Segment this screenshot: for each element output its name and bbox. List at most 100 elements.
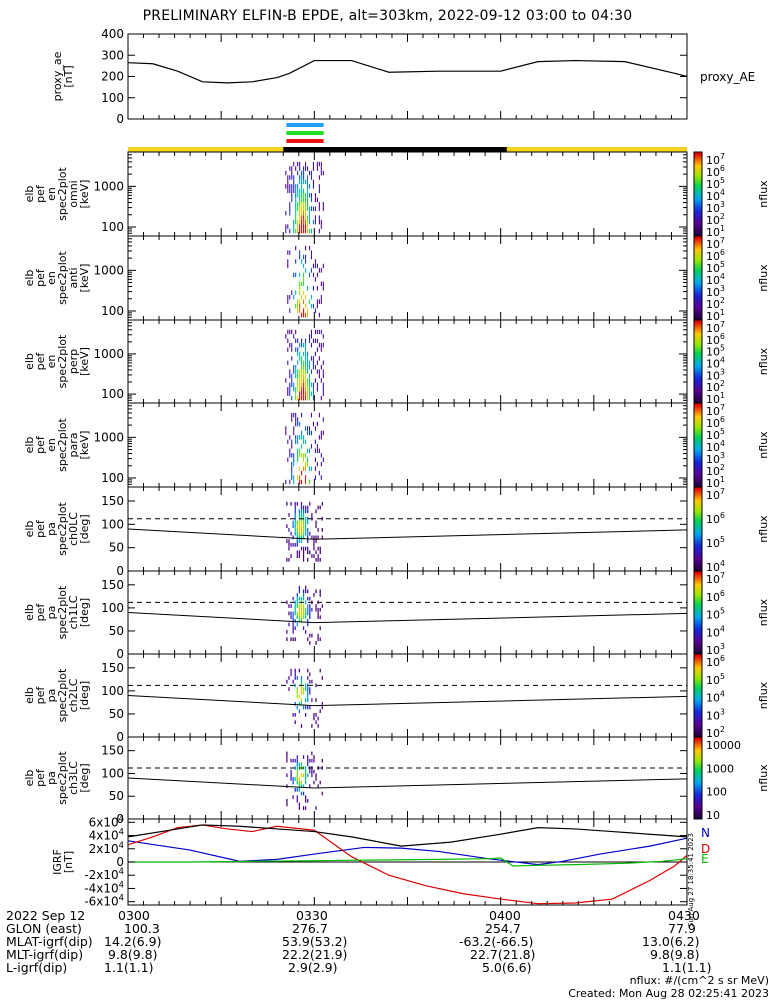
colorbar-segment bbox=[694, 814, 702, 818]
pitch-angle-pixel bbox=[294, 777, 296, 781]
pitch-angle-pixel bbox=[319, 668, 321, 673]
spectrogram-pixel bbox=[287, 263, 289, 269]
spectrogram-pixel bbox=[289, 479, 291, 485]
pitch-angle-pixel bbox=[307, 505, 309, 510]
spectrogram-pixel bbox=[293, 188, 295, 194]
pitch-angle-pixel bbox=[305, 795, 307, 799]
pitch-angle-pixel bbox=[315, 604, 317, 608]
colorbar-segment bbox=[694, 328, 702, 331]
pitch-angle-pixel bbox=[294, 766, 296, 770]
colorbar-segment bbox=[694, 633, 702, 636]
spectrogram-pixel bbox=[299, 448, 301, 454]
spectrogram-pixel bbox=[312, 272, 314, 278]
colorbar-segment bbox=[694, 311, 702, 315]
spectrogram-pixel bbox=[305, 439, 307, 445]
superscript: 4 bbox=[720, 356, 725, 365]
y-tick-label: 150 bbox=[101, 744, 124, 758]
spectrogram-pixel bbox=[312, 303, 314, 309]
y-tick-label: -4x104 bbox=[84, 879, 124, 895]
spectrogram-pixel bbox=[308, 193, 311, 198]
pitch-angle-pixel bbox=[298, 524, 301, 529]
colorbar-segment bbox=[694, 662, 702, 665]
spectrogram-pixel bbox=[299, 206, 301, 211]
colorbar-segment bbox=[694, 552, 702, 555]
pitch-angle-pixel bbox=[294, 668, 296, 673]
pitch-angle-pixel bbox=[321, 676, 323, 680]
spectrogram-pixel bbox=[303, 466, 305, 471]
spectrogram-pixel bbox=[293, 412, 295, 418]
colorbar-segment bbox=[694, 545, 702, 549]
superscript: 6 bbox=[720, 415, 725, 424]
pitch-angle-pixel bbox=[315, 773, 317, 778]
colorbar-segment bbox=[694, 674, 702, 678]
pitch-angle-pixel bbox=[321, 705, 323, 710]
pitch-angle-pixel bbox=[288, 622, 290, 627]
y-axis-label: pef bbox=[34, 352, 47, 371]
pitch-angle-pixel bbox=[300, 701, 303, 706]
pitch-angle-pixel bbox=[305, 806, 307, 810]
spectrogram-pixel bbox=[297, 360, 299, 366]
superscript: 5 bbox=[720, 427, 725, 436]
spectrogram-pixel bbox=[299, 479, 301, 485]
y-axis-label: pa bbox=[45, 606, 58, 620]
spectrogram-pixel bbox=[306, 219, 309, 225]
colorbar-segment bbox=[694, 301, 702, 304]
spectrogram-pixel bbox=[305, 254, 307, 260]
loss-cone-line bbox=[314, 695, 688, 707]
pitch-angle-pixel bbox=[296, 539, 298, 543]
colorbar-segment bbox=[694, 487, 702, 490]
spectrogram-pixel bbox=[305, 342, 307, 348]
spectrogram-pixel bbox=[303, 188, 305, 194]
pa_ch0-frame bbox=[127, 486, 688, 572]
spectrogram-pixel bbox=[305, 466, 307, 471]
y-axis-label: en bbox=[45, 355, 58, 369]
spectrogram-pixel bbox=[322, 382, 324, 388]
spectrogram-pixel bbox=[299, 395, 301, 401]
pitch-angle-pixel bbox=[305, 505, 307, 510]
spectrogram-pixel bbox=[320, 461, 322, 467]
colorbar-segment bbox=[694, 173, 702, 176]
spectrogram-pixel bbox=[316, 166, 318, 171]
spectrogram-pixel bbox=[320, 166, 322, 171]
colorbar-segment bbox=[694, 757, 702, 761]
colorbar-segment bbox=[694, 604, 702, 607]
spectrogram-pixel bbox=[303, 308, 305, 313]
stamp: Sun Aug 27 18:35:41 2023 bbox=[687, 833, 695, 927]
spectrogram-pixel bbox=[306, 351, 309, 357]
spectrogram-pixel bbox=[316, 448, 318, 454]
spectrogram-pixel bbox=[303, 290, 305, 295]
superscript: 5 bbox=[720, 672, 725, 681]
colorbar-tick-label: 105 bbox=[706, 607, 725, 622]
colorbar-segment bbox=[694, 816, 702, 820]
spectrogram-pixel bbox=[310, 175, 313, 180]
pitch-angle-pixel bbox=[292, 535, 294, 540]
colorbar-segment bbox=[694, 784, 702, 787]
colorbar-tick-label: 1000 bbox=[706, 762, 734, 775]
superscript: 7 bbox=[720, 152, 725, 161]
spectrogram-pixel bbox=[297, 378, 299, 383]
y-tick-label: 150 bbox=[101, 494, 124, 508]
pitch-angle-pixel bbox=[286, 600, 288, 605]
colorbar-segment bbox=[694, 643, 702, 647]
colorbar-segment bbox=[694, 720, 702, 723]
y-axis-label: elb bbox=[23, 353, 36, 370]
colorbar-segment bbox=[694, 606, 702, 609]
colorbar-segment bbox=[694, 303, 702, 306]
colorbar-segment bbox=[694, 400, 702, 404]
spectrogram-pixel bbox=[301, 369, 303, 374]
spectrogram-pixel bbox=[293, 457, 295, 462]
pitch-angle-pixel bbox=[307, 755, 309, 759]
spectrogram-pixel bbox=[322, 373, 324, 379]
superscript: 3 bbox=[720, 707, 725, 716]
colorbar-segment bbox=[694, 656, 702, 659]
spectrogram-pixel bbox=[305, 193, 307, 198]
pitch-angle-pixel bbox=[300, 762, 303, 767]
spectrogram-pixel bbox=[297, 457, 299, 462]
pitch-angle-pixel bbox=[307, 535, 309, 540]
spectrogram-pixel bbox=[318, 373, 320, 379]
spectrogram-pixel bbox=[299, 193, 301, 198]
spectrogram-pixel bbox=[301, 356, 303, 361]
pitch-angle-pixel bbox=[311, 554, 313, 558]
spectrogram-pixel bbox=[306, 426, 309, 431]
spectrogram-pixel bbox=[305, 215, 307, 220]
